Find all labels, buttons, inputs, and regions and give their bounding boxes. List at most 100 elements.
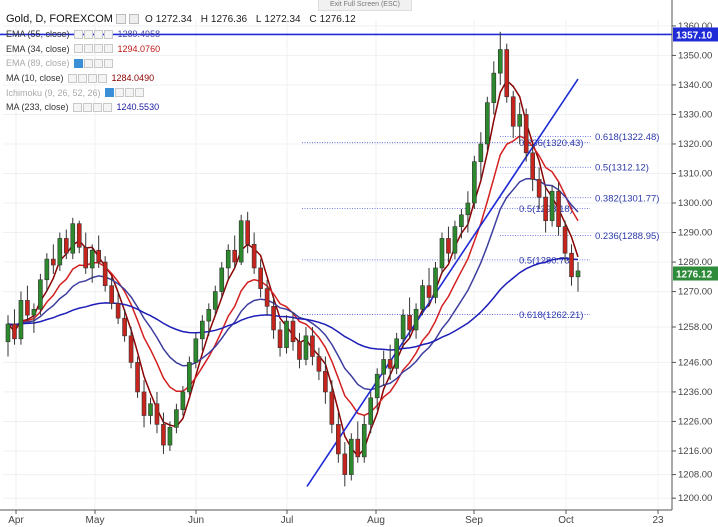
candle-body (115, 303, 121, 319)
close-icon[interactable] (87, 73, 97, 83)
ma-line (7, 177, 579, 391)
fib-level-label: 0.618(1322.48) (595, 132, 659, 143)
visibility-icon[interactable] (67, 73, 77, 83)
more-icon[interactable] (103, 29, 113, 39)
candle-body (251, 244, 257, 269)
indicator-name[interactable]: EMA (89, close) (6, 58, 70, 69)
time-axis: Apr May Jun Jul Aug Sep Oct 23 (0, 509, 672, 526)
time-tick-label: Sep (465, 515, 483, 526)
price-tick-label: 1246.00 (678, 357, 712, 368)
ma-line (7, 135, 579, 417)
indicator-row[interactable]: MA (10, close) 1284.0490 (6, 71, 362, 86)
candle-body (31, 308, 37, 316)
more-icon[interactable] (103, 44, 113, 54)
settings-icon[interactable] (77, 73, 87, 83)
candle-body (271, 306, 276, 331)
indicator-name[interactable]: Ichimoku (9, 26, 52, 26) (6, 87, 101, 98)
candle-body (284, 320, 289, 348)
exit-fullscreen-button[interactable]: Exit Full Screen (ESC) (318, 0, 412, 11)
candle-body (472, 161, 477, 204)
settings-icon[interactable] (83, 44, 93, 54)
visibility-icon[interactable] (73, 58, 83, 68)
candle-body (316, 356, 322, 372)
more-icon[interactable] (97, 73, 107, 83)
fib-level-label: 0.382(1301.77) (595, 193, 659, 204)
more-icon[interactable] (102, 102, 112, 112)
symbol-title[interactable]: Gold, D, FOREXCOM (6, 13, 113, 25)
candle-body (355, 438, 361, 458)
settings-icon[interactable] (82, 102, 92, 112)
marked-price-label-bg (673, 27, 718, 42)
visibility-icon[interactable] (104, 88, 114, 98)
candle-body (264, 288, 270, 307)
candle-body (420, 285, 425, 310)
settings-icon[interactable] (115, 14, 126, 24)
candle-body (5, 323, 11, 343)
indicator-name[interactable]: MA (233, close) (6, 102, 69, 113)
candle-body (426, 285, 432, 298)
close-icon[interactable] (93, 58, 103, 68)
indicator-name[interactable]: EMA (34, close) (6, 43, 70, 54)
visibility-icon[interactable] (73, 44, 83, 54)
candle-body (323, 370, 328, 393)
open-value: O 1272.34 (144, 13, 192, 25)
indicator-row[interactable]: EMA (55, close) 1289.4958 (6, 27, 362, 42)
visibility-icon[interactable] (73, 29, 83, 39)
close-icon[interactable] (124, 88, 134, 98)
candle-body (51, 258, 56, 266)
price-tick-label: 1350.00 (678, 50, 712, 61)
candle-body (433, 267, 438, 298)
chart-grid (3, 20, 672, 510)
indicator-value: 1284.0490 (111, 73, 155, 84)
visibility-icon[interactable] (72, 102, 82, 112)
indicator-row[interactable]: MA (233, close) 1240.5530 (6, 100, 362, 115)
last-price-label-bg (673, 266, 718, 281)
candle-body (122, 317, 127, 337)
candle-body (549, 190, 555, 222)
price-tick-label: 1330.00 (678, 109, 712, 120)
time-tick-label: Jul (281, 515, 294, 526)
indicator-value: 1294.0760 (117, 43, 161, 54)
more-icon[interactable] (134, 88, 144, 98)
candle-body (368, 397, 374, 425)
indicator-row[interactable]: Ichimoku (9, 26, 52, 26) (6, 85, 362, 100)
candle-body (491, 72, 497, 103)
candle-body (446, 238, 451, 254)
close-icon[interactable] (93, 44, 103, 54)
close-icon[interactable] (92, 102, 102, 112)
ma-line (7, 79, 579, 458)
settings-icon[interactable] (83, 29, 93, 39)
candle-body (161, 424, 166, 446)
settings-icon[interactable] (83, 58, 93, 68)
close-icon[interactable] (93, 29, 103, 39)
candle-body (70, 223, 76, 254)
fib-level-label: 0.5(1280.73) (519, 255, 573, 266)
candle-body (400, 314, 406, 340)
price-tick-label: 1258.00 (678, 322, 712, 333)
time-tick-label: Jun (188, 515, 204, 526)
candle-body (187, 362, 192, 393)
settings-icon[interactable] (114, 88, 124, 98)
candle-body (38, 279, 43, 310)
indicator-name[interactable]: EMA (55, close) (6, 29, 70, 40)
candle-body (219, 267, 225, 292)
candle-body (575, 270, 581, 278)
indicator-row[interactable]: EMA (89, close) (6, 56, 362, 71)
more-icon[interactable] (103, 58, 113, 68)
fib-level-label: 0.618(1262.21) (519, 310, 583, 321)
candle-body (102, 261, 108, 286)
candle-body (530, 152, 535, 180)
candle-body (63, 238, 69, 254)
candle-body (556, 190, 561, 227)
candle-body (465, 202, 471, 216)
candle-body (517, 114, 523, 127)
candle-body (245, 220, 250, 245)
candle-body (310, 335, 315, 357)
candle-body (407, 314, 412, 331)
ohlc-readout: O 1272.34 H 1276.36 L 1272.34 C 1276.12 (145, 14, 362, 25)
indicator-row[interactable]: EMA (34, close) 1294.0760 (6, 42, 362, 57)
indicator-name[interactable]: MA (10, close) (6, 73, 64, 84)
eye-icon[interactable] (128, 14, 139, 24)
trendline (306, 78, 579, 487)
